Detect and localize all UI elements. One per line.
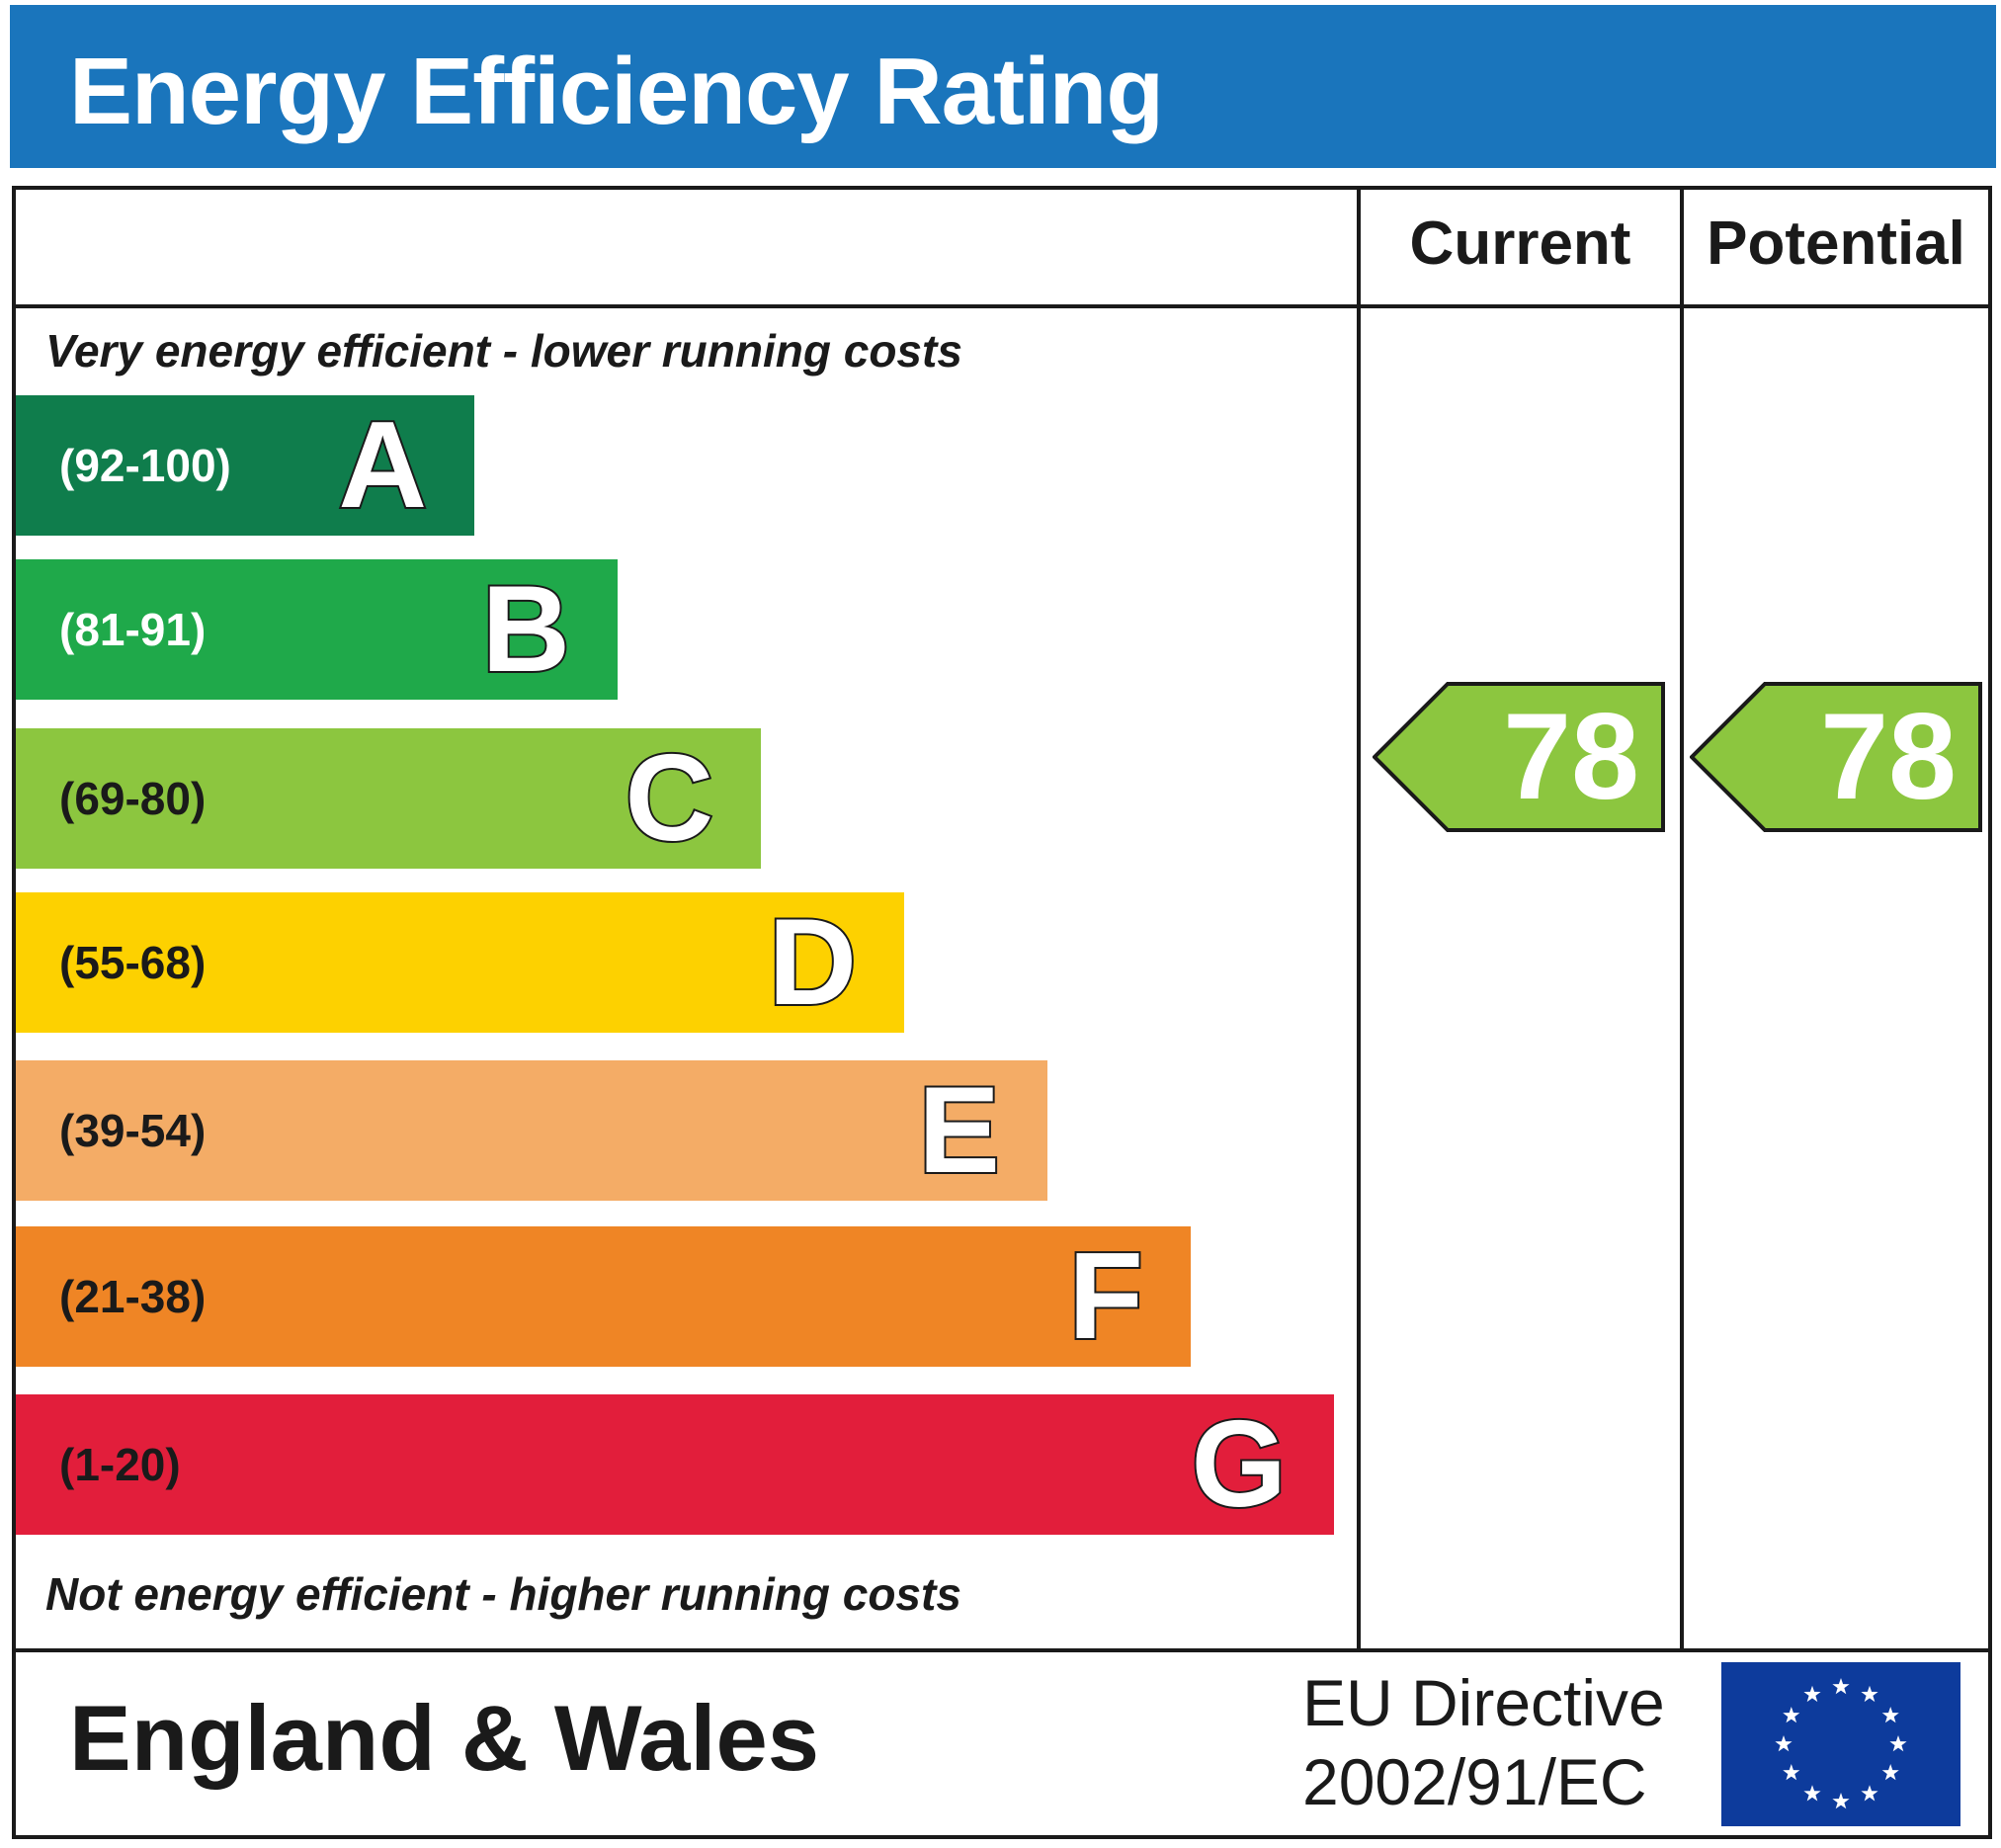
band-letter: D — [766, 894, 859, 1031]
flag-star — [1881, 1764, 1899, 1781]
current-arrow-shape — [1373, 682, 1665, 832]
band-range-label: (81-91) — [59, 604, 207, 655]
band-letter: B — [479, 561, 572, 698]
potential-arrow-shape — [1690, 682, 1982, 832]
band-range-label: (21-38) — [59, 1271, 207, 1322]
flag-star — [1861, 1785, 1878, 1802]
rating-table — [12, 186, 1992, 1839]
band-range-label: (1-20) — [59, 1439, 181, 1490]
band-letter: A — [336, 397, 429, 534]
header-bar: Energy Efficiency Rating — [10, 5, 1996, 168]
current-rating-value: 78 — [1503, 689, 1639, 825]
band-e: (39-54) E — [16, 1060, 1047, 1201]
band-range-label: (39-54) — [59, 1105, 207, 1156]
band-g: (1-20) G — [16, 1394, 1334, 1535]
current-column-divider — [1357, 186, 1361, 1652]
directive-line-2: 2002/91/EC — [1302, 1745, 1647, 1818]
potential-column-divider — [1680, 186, 1684, 1652]
band-letter: E — [916, 1062, 1002, 1199]
flag-star — [1861, 1685, 1878, 1703]
top-efficiency-note: Very energy efficient - lower running co… — [45, 325, 962, 377]
page-title: Energy Efficiency Rating — [69, 39, 1164, 144]
band-c: (69-80) C — [16, 728, 761, 869]
header-row-divider — [12, 304, 1992, 308]
band-letter: F — [1066, 1228, 1145, 1365]
flag-star — [1881, 1707, 1899, 1723]
potential-rating-value: 78 — [1820, 689, 1957, 825]
flag-star — [1832, 1793, 1850, 1809]
flag-star — [1889, 1735, 1907, 1752]
band-b: (81-91) B — [16, 559, 618, 700]
eu-flag-icon — [1721, 1662, 1960, 1826]
band-range-label: (55-68) — [59, 937, 207, 988]
band-letter: C — [623, 730, 715, 867]
band-f: (21-38) F — [16, 1226, 1191, 1367]
band-range-label: (92-100) — [59, 440, 231, 491]
flag-star — [1783, 1764, 1800, 1781]
flag-star — [1775, 1735, 1793, 1752]
band-d: (55-68) D — [16, 892, 904, 1033]
potential-column-header: Potential — [1707, 210, 1965, 278]
flag-star — [1783, 1707, 1800, 1723]
current-rating-arrow: 78 — [1373, 682, 1665, 832]
directive-line-1: EU Directive — [1302, 1666, 1665, 1739]
region-label: England & Wales — [69, 1686, 820, 1790]
flag-star — [1803, 1785, 1821, 1802]
band-letter: G — [1190, 1396, 1289, 1533]
footer-row-divider — [12, 1648, 1992, 1652]
current-column-header: Current — [1409, 210, 1631, 278]
flag-star — [1803, 1685, 1821, 1703]
bottom-efficiency-note: Not energy efficient - higher running co… — [45, 1568, 961, 1620]
potential-rating-arrow: 78 — [1690, 682, 1982, 832]
flag-star — [1832, 1678, 1850, 1695]
band-a: (92-100) A — [16, 395, 474, 536]
band-range-label: (69-80) — [59, 773, 207, 824]
